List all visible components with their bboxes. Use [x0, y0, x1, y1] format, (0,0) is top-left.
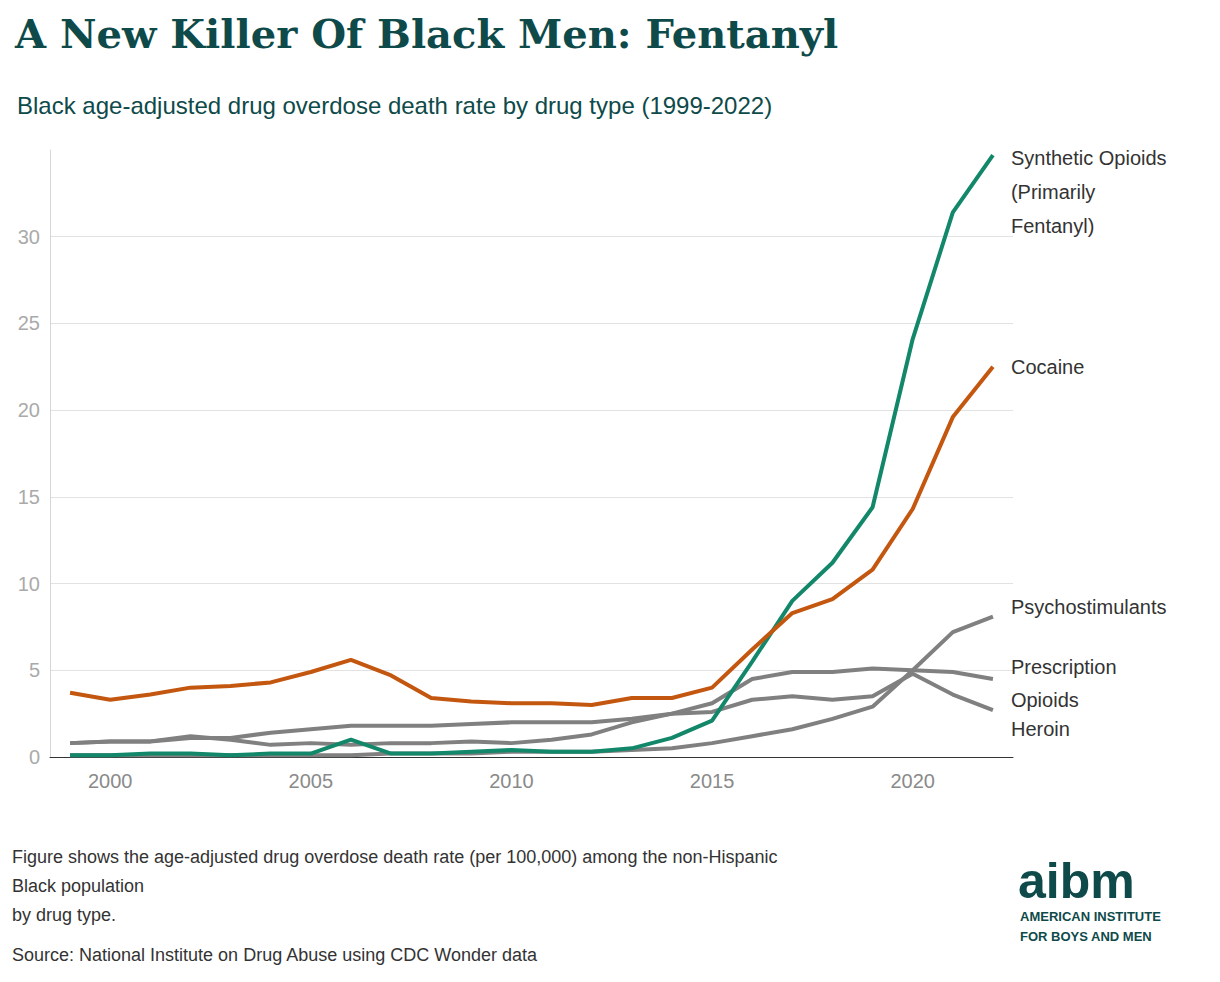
- svg-text:Figure shows the age-adjusted: Figure shows the age-adjusted drug overd…: [12, 847, 777, 867]
- svg-text:25: 25: [18, 312, 40, 334]
- svg-text:AMERICAN INSTITUTE: AMERICAN INSTITUTE: [1020, 909, 1161, 924]
- svg-text:2000: 2000: [88, 770, 133, 792]
- svg-text:Black population: Black population: [12, 876, 144, 896]
- svg-text:2015: 2015: [690, 770, 735, 792]
- svg-text:20: 20: [18, 399, 40, 421]
- svg-text:5: 5: [29, 659, 40, 681]
- svg-text:A New Killer Of Black Men: Fen: A New Killer Of Black Men: Fentanyl: [14, 10, 838, 57]
- svg-text:0: 0: [29, 746, 40, 768]
- svg-text:aibm: aibm: [1018, 853, 1135, 909]
- svg-text:by drug type.: by drug type.: [12, 905, 116, 925]
- svg-text:Black age-adjusted drug overdo: Black age-adjusted drug overdose death r…: [17, 92, 772, 119]
- svg-text:FOR BOYS AND MEN: FOR BOYS AND MEN: [1020, 929, 1152, 944]
- svg-text:Cocaine: Cocaine: [1011, 356, 1084, 378]
- svg-text:Source: National Institute on: Source: National Institute on Drug Abuse…: [12, 945, 538, 965]
- svg-text:Fentanyl): Fentanyl): [1011, 215, 1094, 237]
- svg-text:10: 10: [18, 573, 40, 595]
- svg-text:2010: 2010: [489, 770, 534, 792]
- svg-text:(Primarily: (Primarily: [1011, 181, 1095, 203]
- svg-text:Prescription: Prescription: [1011, 656, 1117, 678]
- svg-text:2005: 2005: [289, 770, 334, 792]
- svg-text:Synthetic Opioids: Synthetic Opioids: [1011, 147, 1167, 169]
- svg-text:15: 15: [18, 486, 40, 508]
- svg-text:Heroin: Heroin: [1011, 718, 1070, 740]
- svg-text:2020: 2020: [890, 770, 935, 792]
- svg-text:Opioids: Opioids: [1011, 689, 1079, 711]
- svg-text:Psychostimulants: Psychostimulants: [1011, 596, 1167, 618]
- svg-text:30: 30: [18, 226, 40, 248]
